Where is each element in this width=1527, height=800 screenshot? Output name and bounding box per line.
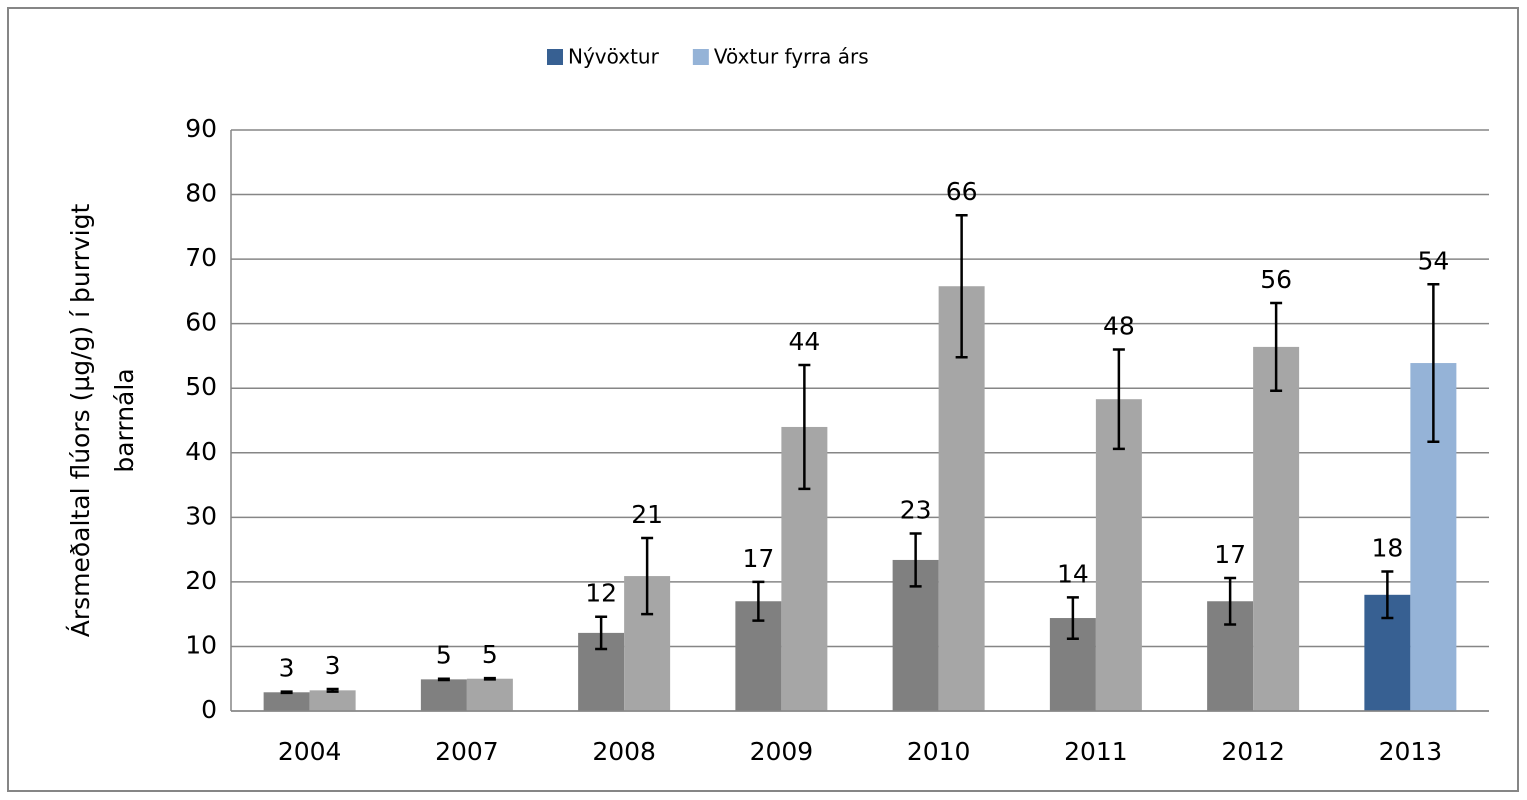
error-bar: [641, 536, 654, 616]
y-axis-label: Ársmeðaltal flúors (µg/g) í þurrvigt: [66, 204, 95, 638]
data-label: 12: [585, 579, 617, 608]
error-bar: [595, 615, 608, 651]
data-label: 48: [1103, 311, 1135, 340]
y-tick-label: 50: [185, 372, 217, 401]
bar: [1095, 399, 1142, 711]
error-bar: [798, 363, 811, 491]
data-label: 3: [279, 654, 295, 683]
y-tick-label: 40: [185, 437, 217, 466]
error-bar: [1427, 283, 1440, 444]
x-tick-label: 2012: [1221, 737, 1285, 766]
data-label: 44: [788, 327, 820, 356]
error-bar: [280, 690, 293, 695]
bar: [466, 678, 513, 711]
y-tick-label: 70: [185, 243, 217, 272]
error-bar: [1112, 348, 1125, 451]
data-label: 5: [482, 640, 498, 669]
y-axis-label: barrnála: [110, 368, 139, 472]
error-bar: [1270, 301, 1283, 393]
error-bar: [909, 532, 922, 588]
x-tick-label: 2009: [750, 737, 814, 766]
bar: [1253, 346, 1300, 711]
error-bar: [1381, 570, 1394, 620]
x-tick-label: 2010: [907, 737, 971, 766]
x-tick-label: 2013: [1379, 737, 1443, 766]
y-tick-label: 80: [185, 179, 217, 208]
data-label: 17: [742, 544, 774, 573]
y-tick-label: 30: [185, 501, 217, 530]
data-label: 5: [436, 641, 452, 670]
data-label: 18: [1371, 534, 1403, 563]
legend-label: Nývöxtur: [568, 45, 660, 69]
bar: [263, 692, 310, 711]
legend-swatch: [547, 49, 563, 65]
data-label: 23: [900, 495, 932, 524]
data-label: 17: [1214, 540, 1246, 569]
legend-swatch: [692, 49, 709, 65]
x-tick-label: 2011: [1064, 737, 1128, 766]
error-bar: [1066, 596, 1079, 640]
error-bar: [955, 213, 968, 359]
y-tick-label: 10: [185, 630, 217, 659]
x-tick-label: 2008: [592, 737, 656, 766]
data-label: 56: [1260, 265, 1292, 294]
x-tick-label: 2004: [278, 737, 342, 766]
data-label: 14: [1057, 559, 1089, 588]
error-bar: [483, 676, 496, 681]
x-tick-label: 2007: [435, 737, 499, 766]
error-bar: [437, 677, 450, 682]
data-label: 21: [631, 500, 663, 529]
data-label: 66: [946, 177, 978, 206]
bar: [420, 679, 467, 711]
error-bar: [1224, 576, 1237, 626]
y-tick-label: 0: [201, 695, 217, 724]
data-label: 3: [325, 651, 341, 680]
bar: [309, 690, 356, 711]
data-label: 54: [1417, 246, 1449, 275]
y-tick-label: 60: [185, 308, 217, 337]
error-bar: [326, 687, 339, 693]
y-tick-label: 90: [185, 114, 217, 143]
y-tick-label: 20: [185, 566, 217, 595]
error-bar: [752, 580, 765, 622]
legend-label: Vöxtur fyrra árs: [714, 45, 869, 69]
